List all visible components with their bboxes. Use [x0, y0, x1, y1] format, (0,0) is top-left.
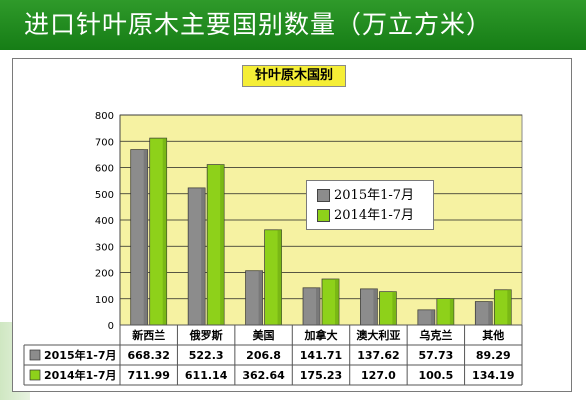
- data-label: 711.99: [127, 369, 169, 382]
- table-legend-swatch: [29, 369, 41, 381]
- bar-shade: [201, 187, 206, 325]
- bar-shade: [316, 287, 320, 325]
- chart-legend: 2015年1-7月 2014年1-7月: [306, 180, 434, 230]
- legend-item-2014: 2014年1-7月: [317, 207, 414, 225]
- data-label: 89.29: [476, 349, 511, 362]
- data-label: 611.14: [185, 369, 228, 382]
- data-label: 206.8: [246, 349, 281, 362]
- data-label: 137.62: [357, 349, 399, 362]
- legend-swatch-2015: [317, 189, 330, 202]
- chart-title: 针叶原木国别: [254, 68, 333, 83]
- x-category-label: 澳大利亚: [356, 328, 400, 342]
- data-label: 522.3: [189, 349, 224, 362]
- x-category-label: 新西兰: [132, 328, 165, 342]
- bar-shade: [258, 270, 263, 325]
- table-series-name: 2015年1-7月: [44, 348, 117, 362]
- bar-shade: [507, 289, 512, 325]
- bar-shade: [143, 149, 148, 325]
- data-label: 57.73: [418, 349, 453, 362]
- page-banner: 进口针叶原木主要国别数量（万立方米）: [0, 0, 586, 50]
- x-category-label: 美国: [253, 328, 275, 342]
- y-tick-label: 200: [95, 269, 114, 280]
- y-tick-label: 300: [95, 242, 114, 253]
- bar-shade: [373, 288, 378, 325]
- x-category-label: 俄罗斯: [189, 328, 223, 342]
- y-tick-label: 500: [95, 190, 114, 201]
- x-category-label: 乌克兰: [419, 328, 452, 342]
- table-legend-swatch: [29, 349, 41, 361]
- y-tick-label: 600: [95, 164, 114, 175]
- data-label: 668.32: [127, 349, 169, 362]
- banner-title: 进口针叶原木主要国别数量（万立方米）: [24, 10, 493, 39]
- bar-shade: [392, 291, 397, 325]
- x-category-label: 加拿大: [304, 328, 338, 342]
- bar-shade: [162, 138, 167, 325]
- chart-title-box: 针叶原木国别: [242, 65, 346, 87]
- legend-label-2015: 2015年1-7月: [334, 188, 415, 203]
- data-label: 175.23: [300, 369, 342, 382]
- bar-shade: [430, 309, 435, 325]
- bar-shade: [449, 298, 454, 325]
- bar-shade: [277, 229, 282, 325]
- y-tick-label: 700: [95, 137, 114, 148]
- x-category-label: 其他: [482, 328, 504, 342]
- data-label: 134.19: [472, 369, 514, 382]
- y-tick-label: 400: [95, 216, 114, 227]
- bar-shade: [488, 301, 493, 325]
- data-label: 141.71: [300, 349, 342, 362]
- data-label: 127.0: [361, 369, 396, 382]
- y-tick-label: 100: [95, 295, 114, 306]
- legend-swatch-2014: [317, 209, 330, 222]
- data-label: 362.64: [242, 369, 285, 382]
- bar-shade: [220, 164, 225, 325]
- y-tick-label: 800: [95, 111, 114, 122]
- bar-shade: [335, 279, 339, 325]
- table-series-name: 2014年1-7月: [44, 368, 117, 382]
- legend-label-2014: 2014年1-7月: [334, 208, 415, 223]
- legend-item-2015: 2015年1-7月: [317, 187, 414, 205]
- data-label: 100.5: [418, 369, 453, 382]
- y-tick-label: 0: [108, 321, 114, 332]
